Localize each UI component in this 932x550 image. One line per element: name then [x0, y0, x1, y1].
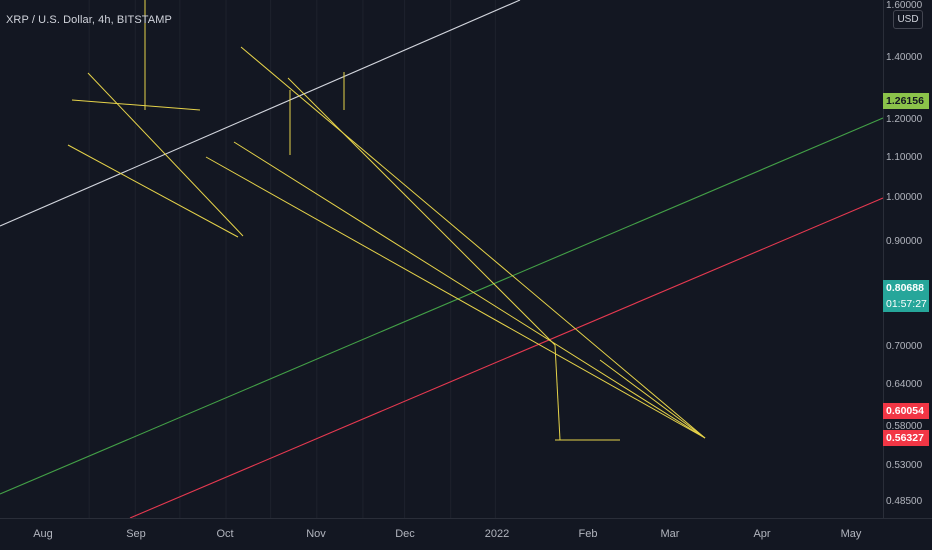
support-price-tag: 0.60054: [883, 403, 929, 419]
time-label: May: [840, 528, 862, 540]
resistance-price-tag: 1.26156: [883, 93, 929, 109]
price-label: 0.48500: [886, 496, 923, 507]
symbol-title[interactable]: XRP / U.S. Dollar, 4h, BITSTAMP: [6, 14, 172, 26]
currency-button[interactable]: USD: [893, 10, 923, 29]
time-label: Nov: [306, 528, 326, 540]
price-label: 1.40000: [886, 52, 923, 63]
price-label: 0.90000: [886, 236, 923, 247]
bar-countdown-tag: 01:57:27: [883, 296, 929, 312]
time-label: Dec: [395, 528, 415, 540]
price-label: 1.10000: [886, 152, 923, 163]
price-label: 0.53000: [886, 460, 923, 471]
time-label: Feb: [578, 528, 598, 540]
time-axis-border: [0, 518, 932, 519]
support-price-tag: 0.56327: [883, 430, 929, 446]
grid: [88, 0, 496, 518]
trendline-yellow: [87, 72, 244, 237]
trendline-yellow: [287, 77, 556, 346]
price-label: 0.64000: [886, 379, 923, 390]
time-label: Oct: [216, 528, 234, 540]
trendlines: [0, 0, 884, 519]
last-price-tag: 0.80688: [883, 280, 929, 296]
time-label: Aug: [33, 528, 53, 540]
time-label: 2022: [484, 528, 510, 540]
trendline-yellow: [554, 344, 561, 441]
price-axis-border: [883, 0, 884, 518]
channel-line-green: [0, 117, 884, 495]
trendline-yellow: [240, 46, 706, 439]
trendline-yellow: [599, 359, 706, 439]
price-label: 0.70000: [886, 341, 923, 352]
trendline-yellow: [233, 141, 706, 439]
price-label: 1.20000: [886, 114, 923, 125]
trendline-yellow: [205, 156, 706, 439]
trendline-yellow: [71, 99, 201, 111]
price-label: 0.58000: [886, 421, 923, 432]
time-label: Apr: [753, 528, 771, 540]
trendline-yellow: [67, 144, 239, 238]
channel-line-white: [0, 0, 521, 227]
time-label: Mar: [660, 528, 680, 540]
price-label: 1.60000: [886, 0, 923, 11]
price-label: 1.00000: [886, 192, 923, 203]
channel-line-red: [129, 197, 884, 519]
time-label: Sep: [126, 528, 146, 540]
